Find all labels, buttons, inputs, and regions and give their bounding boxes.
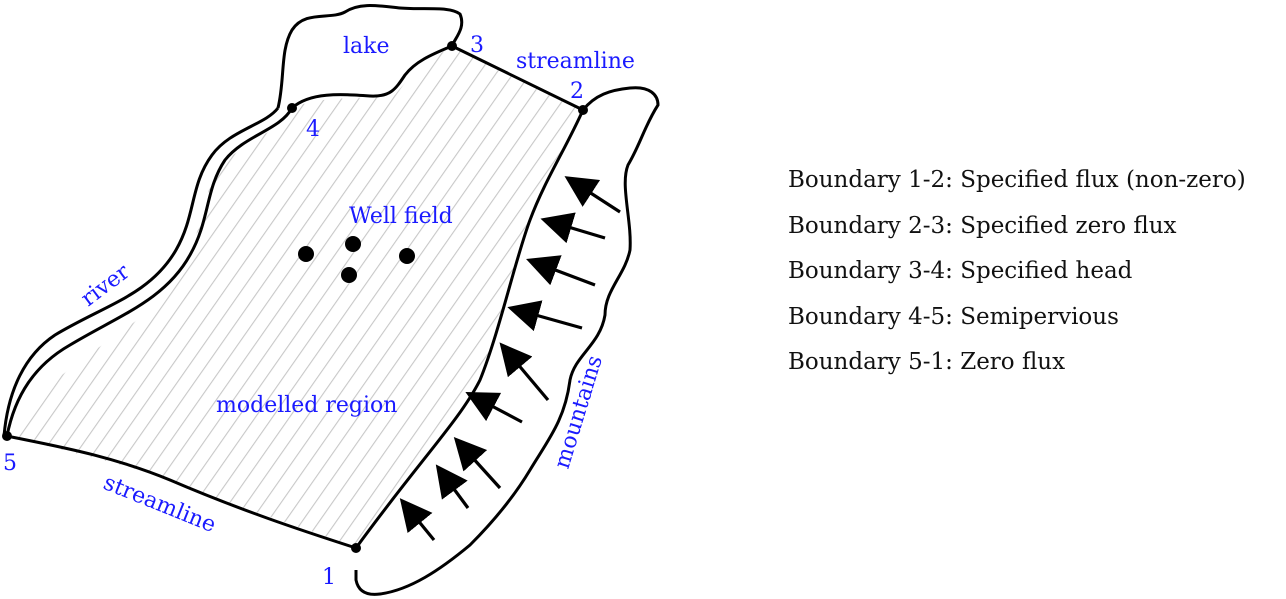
flux-arrow (499, 342, 550, 402)
point-1-label: 1 (322, 565, 336, 590)
flux-arrow (465, 392, 523, 424)
boundary-4-5 (5, 107, 294, 437)
boundary-1-2 (354, 109, 585, 549)
modelled-region-label: modelled region (216, 393, 397, 418)
mountains-outline (354, 86, 660, 596)
lake-label: lake (343, 34, 390, 59)
boundary-2-3 (451, 44, 584, 112)
flux-arrow (399, 498, 436, 542)
point-3-marker (447, 41, 457, 51)
well-field-wells (298, 236, 415, 283)
well (345, 236, 361, 252)
lake-outline (276, 4, 464, 109)
flux-arrow (564, 176, 621, 214)
boundary-legend: Boundary 1-2: Specified flux (non-zero) … (788, 158, 1246, 386)
legend-item-boundary-3-4: Boundary 3-4: Specified head (788, 258, 1133, 284)
river-outer-bank (2, 107, 280, 437)
flux-arrow (435, 464, 470, 509)
flux-arrow (453, 437, 502, 490)
boundary-3-4 (291, 44, 453, 110)
flux-arrow (507, 300, 583, 332)
corner-points (2, 41, 588, 553)
legend-item-boundary-2-3: Boundary 2-3: Specified zero flux (788, 212, 1177, 239)
point-4-marker (287, 103, 297, 113)
flux-arrow (540, 212, 606, 244)
modelled-region (7, 46, 583, 548)
point-5-label: 5 (3, 451, 17, 476)
mountains-label: mountains (550, 353, 608, 472)
point-2-marker (578, 105, 588, 115)
point-2-label: 2 (570, 79, 584, 104)
well (399, 248, 415, 264)
point-4-label: 4 (306, 117, 320, 142)
well (341, 267, 357, 283)
legend-item-boundary-5-1: Boundary 5-1: Zero flux (788, 349, 1066, 375)
boundary-5-1 (6, 434, 357, 550)
point-1-marker (351, 543, 361, 553)
legend-item-boundary-4-5: Boundary 4-5: Semipervious (788, 303, 1119, 330)
point-5-marker (2, 431, 12, 441)
point-3-label: 3 (470, 33, 484, 58)
legend-item-boundary-1-2: Boundary 1-2: Specified flux (non-zero) (788, 167, 1246, 193)
streamline-top-label: streamline (516, 49, 635, 74)
flux-arrow (526, 255, 596, 287)
well (298, 246, 314, 262)
aquifer-diagram: 1 2 3 4 5 lake streamline Well field mod… (2, 4, 660, 596)
well-field-label: Well field (349, 204, 453, 229)
flux-arrows (399, 176, 621, 542)
river-label: river (77, 259, 135, 311)
